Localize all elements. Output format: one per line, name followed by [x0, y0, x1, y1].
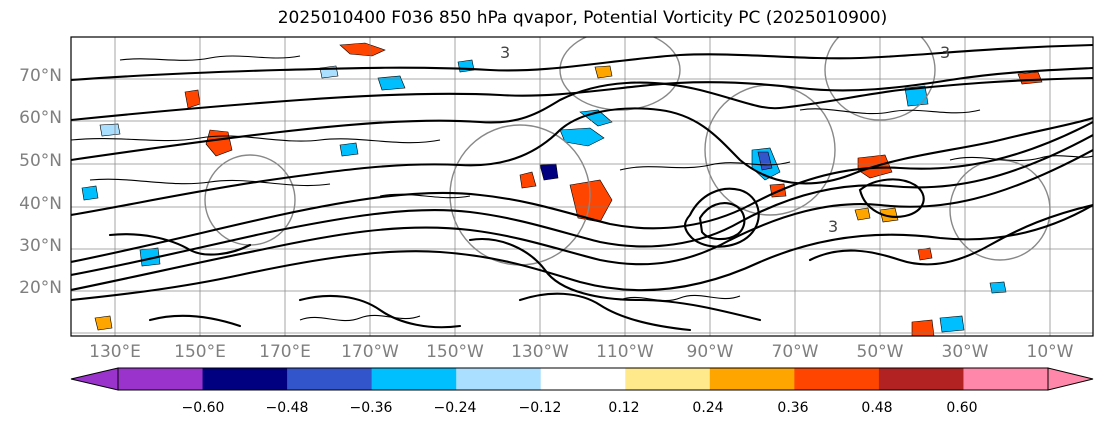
patch-negative: [989, 281, 1007, 294]
colorbar-tick-label: 0.60: [946, 400, 978, 416]
colorbar-tick-label: −0.60: [181, 400, 225, 416]
patch-negative: [457, 59, 475, 73]
contour-label: 3: [828, 217, 838, 236]
colorbar-segment: [625, 368, 711, 390]
patch-positive: [569, 179, 613, 223]
patch-negative: [377, 75, 406, 91]
colorbar-segment: [878, 368, 964, 390]
pv-contours: [71, 43, 1093, 332]
patch-positive: [339, 42, 386, 57]
lon-label: 50°W: [856, 342, 904, 362]
colorbar-segment: [202, 368, 288, 390]
graticule: [71, 37, 1093, 336]
contour-label: 3: [500, 43, 510, 62]
lat-label: 40°N: [19, 194, 62, 214]
lon-label: 10°W: [1026, 342, 1074, 362]
lat-label: 30°N: [19, 236, 62, 256]
lon-label: 110°W: [596, 342, 654, 362]
colorbar-extend-max: [1047, 367, 1094, 391]
patch-positive: [854, 207, 871, 221]
patch-positive: [1017, 71, 1043, 85]
lon-label: 30°W: [941, 342, 989, 362]
patch-positive: [94, 315, 113, 331]
figure-title: 2025010400 F036 850 hPa qvapor, Potentia…: [277, 8, 888, 28]
colorbar-segment: [287, 368, 373, 390]
patch-positive: [911, 319, 935, 336]
map-frame: [70, 36, 1094, 337]
lat-label: 20°N: [19, 278, 62, 298]
lon-label: 170°E: [259, 342, 311, 362]
colorbar-outline: [117, 367, 1049, 391]
colorbar-tick-label: 0.24: [692, 400, 724, 416]
contour-label: 3: [940, 43, 950, 62]
colorbar-tick-label: 0.48: [861, 400, 893, 416]
colorbar-tick-label: 0.36: [777, 400, 809, 416]
patch-negative: [81, 185, 99, 201]
colorbar-segment: [456, 368, 542, 390]
colorbar-tick-label: −0.36: [349, 400, 393, 416]
colorbar-tick-label: −0.12: [518, 400, 562, 416]
colorbar-segment: [118, 368, 204, 390]
patch-positive: [594, 65, 613, 79]
lat-label: 60°N: [19, 108, 62, 128]
lon-label: 70°W: [771, 342, 819, 362]
colorbar-extend-min: [70, 367, 119, 391]
patch-positive: [879, 207, 899, 223]
patch-negative: [904, 85, 929, 107]
patch-negative: [939, 315, 965, 333]
colorbar-tick-label: −0.24: [433, 400, 477, 416]
colorbar-tick-label: −0.48: [265, 400, 309, 416]
lon-label: 170°W: [341, 342, 399, 362]
lon-label: 130°E: [89, 342, 141, 362]
colorbar-segment: [371, 368, 457, 390]
colorbar: [70, 367, 1094, 391]
lon-label: 130°W: [511, 342, 569, 362]
colorbar-segment: [540, 368, 626, 390]
patch-positive: [917, 247, 933, 261]
patch-negative: [99, 123, 121, 137]
colorbar-segment: [794, 368, 880, 390]
lon-label: 150°E: [174, 342, 226, 362]
contour-labels: 3 3 3: [500, 43, 950, 236]
lon-label: 150°W: [426, 342, 484, 362]
colorbar-segment: [709, 368, 795, 390]
colorbar-tick-label: 0.12: [608, 400, 640, 416]
qvapor-patches: [81, 42, 1043, 336]
lat-label: 70°N: [19, 66, 62, 86]
patch-negative: [339, 142, 359, 157]
thin-contours: [71, 55, 1093, 322]
lat-label: 50°N: [19, 151, 62, 171]
patch-positive: [519, 171, 537, 189]
lon-label: 90°W: [686, 342, 734, 362]
colorbar-segment: [963, 368, 1049, 390]
